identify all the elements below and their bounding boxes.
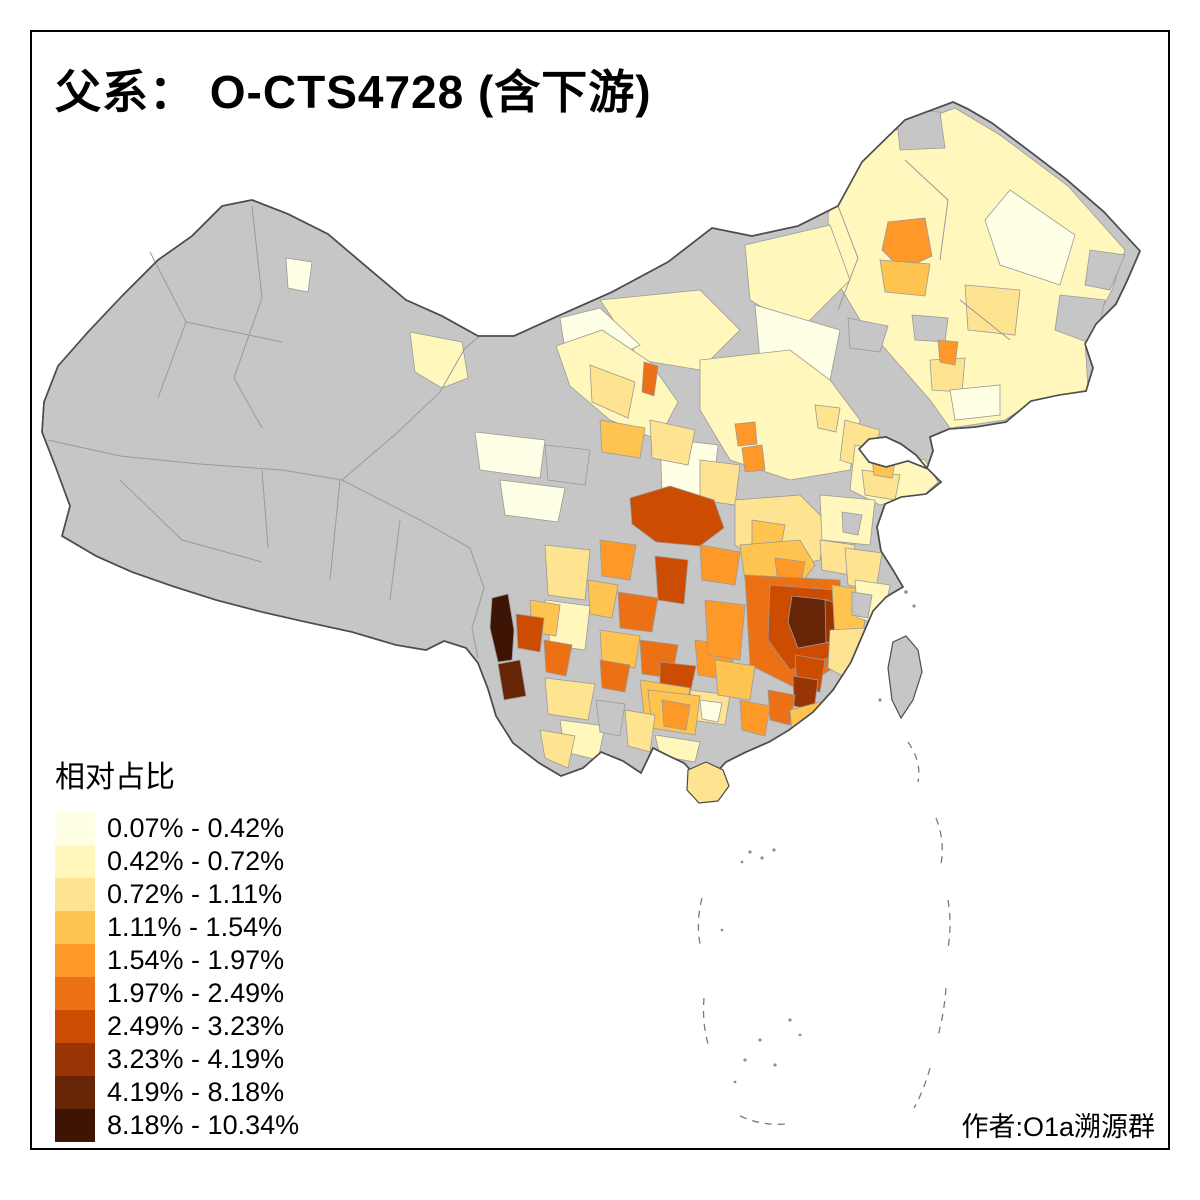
legend-title: 相对占比 [55,761,175,794]
map-region [649,419,696,466]
map-region [964,284,1021,336]
map-region [641,361,659,397]
map-region [911,314,949,343]
map-region [474,431,546,479]
map-region [624,709,656,753]
map-region [599,539,637,581]
map-region [879,259,931,297]
map-region [704,599,746,661]
map-region [599,659,631,693]
map-region [895,109,946,151]
map-region [543,639,573,677]
legend-swatch [55,1010,95,1043]
map-region [847,317,889,353]
map-region [499,479,566,523]
map-region [599,289,741,371]
map-region [544,677,596,721]
legend-label: 1.11% - 1.54% [107,912,283,942]
legend-swatch [55,1043,95,1076]
map-region [489,593,515,663]
legend-swatch [55,1076,95,1109]
map-region [871,457,896,479]
map-region [587,579,619,619]
map-region [949,384,1001,421]
map-region [937,339,959,366]
legend-label: 8.18% - 10.34% [107,1110,300,1140]
map-region [841,511,863,536]
legend-row: 1.11% - 1.54% [55,911,299,944]
legend-row: 1.97% - 2.49% [55,977,299,1010]
map-region [714,659,756,701]
hainan-island [686,761,730,804]
map-region [699,699,723,723]
map-region [539,729,576,769]
map-region [1084,249,1126,291]
legend-swatch [55,878,95,911]
attribution-text: 作者:O1a溯源群 [961,1112,1155,1142]
map-region [595,699,626,737]
legend-row: 0.72% - 1.11% [55,878,299,911]
map-region [497,659,527,701]
legend-label: 4.19% - 8.18% [107,1077,285,1107]
legend-row: 2.49% - 3.23% [55,1010,299,1043]
interior-borders [47,159,1011,659]
map-region [984,189,1076,286]
legend-label: 2.49% - 3.23% [107,1011,285,1041]
map-region [744,224,851,331]
map-region [589,364,636,419]
map-region [734,421,758,447]
legend-row: 0.42% - 0.72% [55,845,299,878]
legend-swatch [55,911,95,944]
map-region [599,419,646,459]
map-region [599,629,641,669]
map-title: 父系： O-CTS4728 (含下游) [55,66,652,118]
map-region [814,404,841,433]
legend-label: 0.07% - 0.42% [107,813,285,843]
legend-swatch [55,944,95,977]
legend-swatch [55,845,95,878]
legend-row: 3.23% - 4.19% [55,1043,299,1076]
map-region [544,444,591,486]
map-region [787,595,831,649]
legend-row: 1.54% - 1.97% [55,944,299,977]
map-region [515,613,545,653]
legend-swatch [55,812,95,845]
map-region [629,485,725,547]
taiwan-island [887,635,923,720]
sea-dashed-lines [697,741,951,1125]
country-outline [41,101,1141,793]
legend-row: 4.19% - 8.18% [55,1076,299,1109]
map-region [699,349,861,481]
legend-label: 1.97% - 2.49% [107,978,285,1008]
legend-swatch [55,977,95,1010]
legend-label: 3.23% - 4.19% [107,1044,285,1074]
map-region [409,331,469,389]
map-region [285,257,313,293]
map-region [739,699,771,737]
choropleth-regions [285,107,1126,769]
legend-row: 8.18% - 10.34% [55,1109,299,1142]
map-region [851,591,873,619]
map-region [661,699,691,731]
legend-label: 0.72% - 1.11% [107,879,283,909]
island-specks [720,590,916,1084]
legend-swatch [55,1109,95,1142]
map-region [654,555,689,605]
map-region [617,591,659,633]
legend: 相对占比 0.07% - 0.42% 0.42% - 0.72% 0.72% -… [55,752,299,1142]
legend-label: 0.42% - 0.72% [107,846,285,876]
legend-row: 0.07% - 0.42% [55,812,299,845]
map-region [699,544,741,586]
map-region [544,544,591,601]
legend-label: 1.54% - 1.97% [107,945,285,975]
map-region [741,444,766,473]
